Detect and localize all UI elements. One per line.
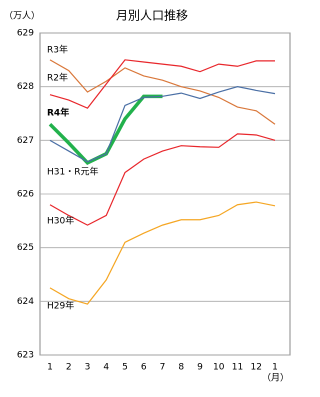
y-tick-label: 629 bbox=[17, 29, 34, 39]
x-tick-label: 12 bbox=[251, 363, 262, 373]
x-axis-label: （月） bbox=[262, 373, 289, 384]
series-line bbox=[49, 201, 276, 305]
y-tick-label: 627 bbox=[17, 136, 34, 146]
series-label: R2年 bbox=[47, 72, 68, 84]
y-tick-label: 623 bbox=[17, 351, 34, 361]
x-tick-label: 3 bbox=[85, 363, 91, 373]
y-tick-label: 624 bbox=[17, 297, 34, 307]
series-label: H31・R元年 bbox=[47, 166, 98, 178]
series-label: R4年 bbox=[47, 107, 69, 119]
y-axis-label: （万人） bbox=[4, 11, 40, 22]
x-tick-label: 11 bbox=[232, 363, 243, 373]
series-line bbox=[49, 59, 275, 109]
x-tick-label: 9 bbox=[197, 363, 203, 373]
series-label: H29年 bbox=[47, 300, 74, 312]
y-tick-label: 628 bbox=[17, 82, 34, 92]
series-label: H30年 bbox=[47, 215, 74, 227]
x-tick-label: 5 bbox=[122, 363, 128, 373]
x-tick-label: 6 bbox=[141, 363, 147, 373]
y-tick-label: 626 bbox=[17, 190, 34, 200]
x-tick-label: 2 bbox=[66, 363, 72, 373]
x-tick-label: 4 bbox=[103, 363, 109, 373]
series-line bbox=[49, 59, 276, 125]
series-line bbox=[49, 86, 276, 163]
y-tick-label: 625 bbox=[17, 243, 34, 253]
x-tick-label: 8 bbox=[178, 363, 184, 373]
x-tick-label: 1 bbox=[47, 363, 53, 373]
x-tick-label: 1 bbox=[272, 363, 278, 373]
x-tick-label: 10 bbox=[213, 363, 225, 373]
chart-title: 月別人口推移 bbox=[116, 9, 188, 23]
series-line bbox=[49, 133, 276, 226]
series-label: R3年 bbox=[47, 44, 68, 56]
x-tick-label: 7 bbox=[160, 363, 166, 373]
